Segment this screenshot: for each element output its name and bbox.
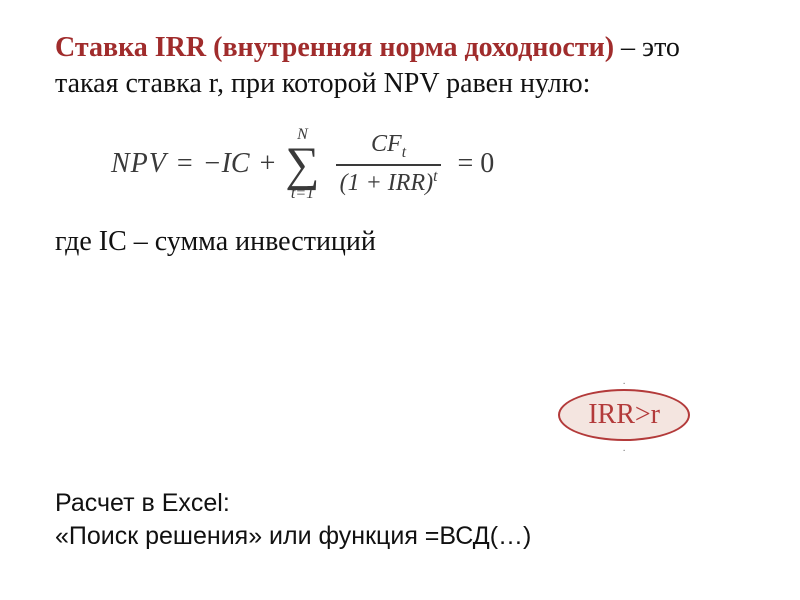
irr-condition-bubble: IRR>r [558, 389, 690, 441]
frac-num-sub: t [402, 144, 406, 161]
formula-neg-ic: −IC [203, 148, 250, 180]
formula-plus: + [260, 148, 276, 180]
fraction: CFt (1 + IRR)t [336, 131, 442, 197]
formula-block: NPV = −IC + N ∑ t=1 CFt (1 + IRR)t = 0 [111, 127, 745, 202]
slide-content: Ставка IRR (внутренняя норма доходности)… [0, 0, 800, 600]
decorative-dot-top: . [558, 376, 690, 387]
excel-line-1: Расчет в Excel: [55, 487, 531, 520]
sigma-symbol: ∑ [285, 143, 319, 186]
frac-num-cf: CF [371, 131, 402, 157]
formula-lhs: NPV [111, 148, 167, 180]
fraction-denominator: (1 + IRR)t [336, 168, 442, 197]
fraction-line [336, 164, 442, 166]
where-clause: где IC – сумма инвестиций [55, 226, 745, 258]
fraction-numerator: CFt [367, 131, 410, 162]
irr-condition-wrap: . IRR>r . [558, 376, 690, 454]
npv-formula: NPV = −IC + N ∑ t=1 CFt (1 + IRR)t = 0 [111, 127, 494, 202]
frac-den-base: (1 + IRR) [340, 170, 434, 196]
sigma-block: N ∑ t=1 [285, 127, 319, 202]
excel-instructions: Расчет в Excel: «Поиск решения» или функ… [55, 487, 531, 552]
title-term: Ставка IRR (внутренняя норма доходности) [55, 32, 614, 63]
excel-line-2: «Поиск решения» или функция =ВСД(…) [55, 520, 531, 553]
frac-den-sup: t [433, 168, 437, 185]
formula-equals-zero: = 0 [457, 148, 494, 180]
formula-equals-1: = [177, 148, 193, 180]
sigma-lower: t=1 [291, 186, 314, 202]
definition-text: Ставка IRR (внутренняя норма доходности)… [55, 30, 745, 103]
decorative-dot-bottom: . [558, 443, 690, 454]
